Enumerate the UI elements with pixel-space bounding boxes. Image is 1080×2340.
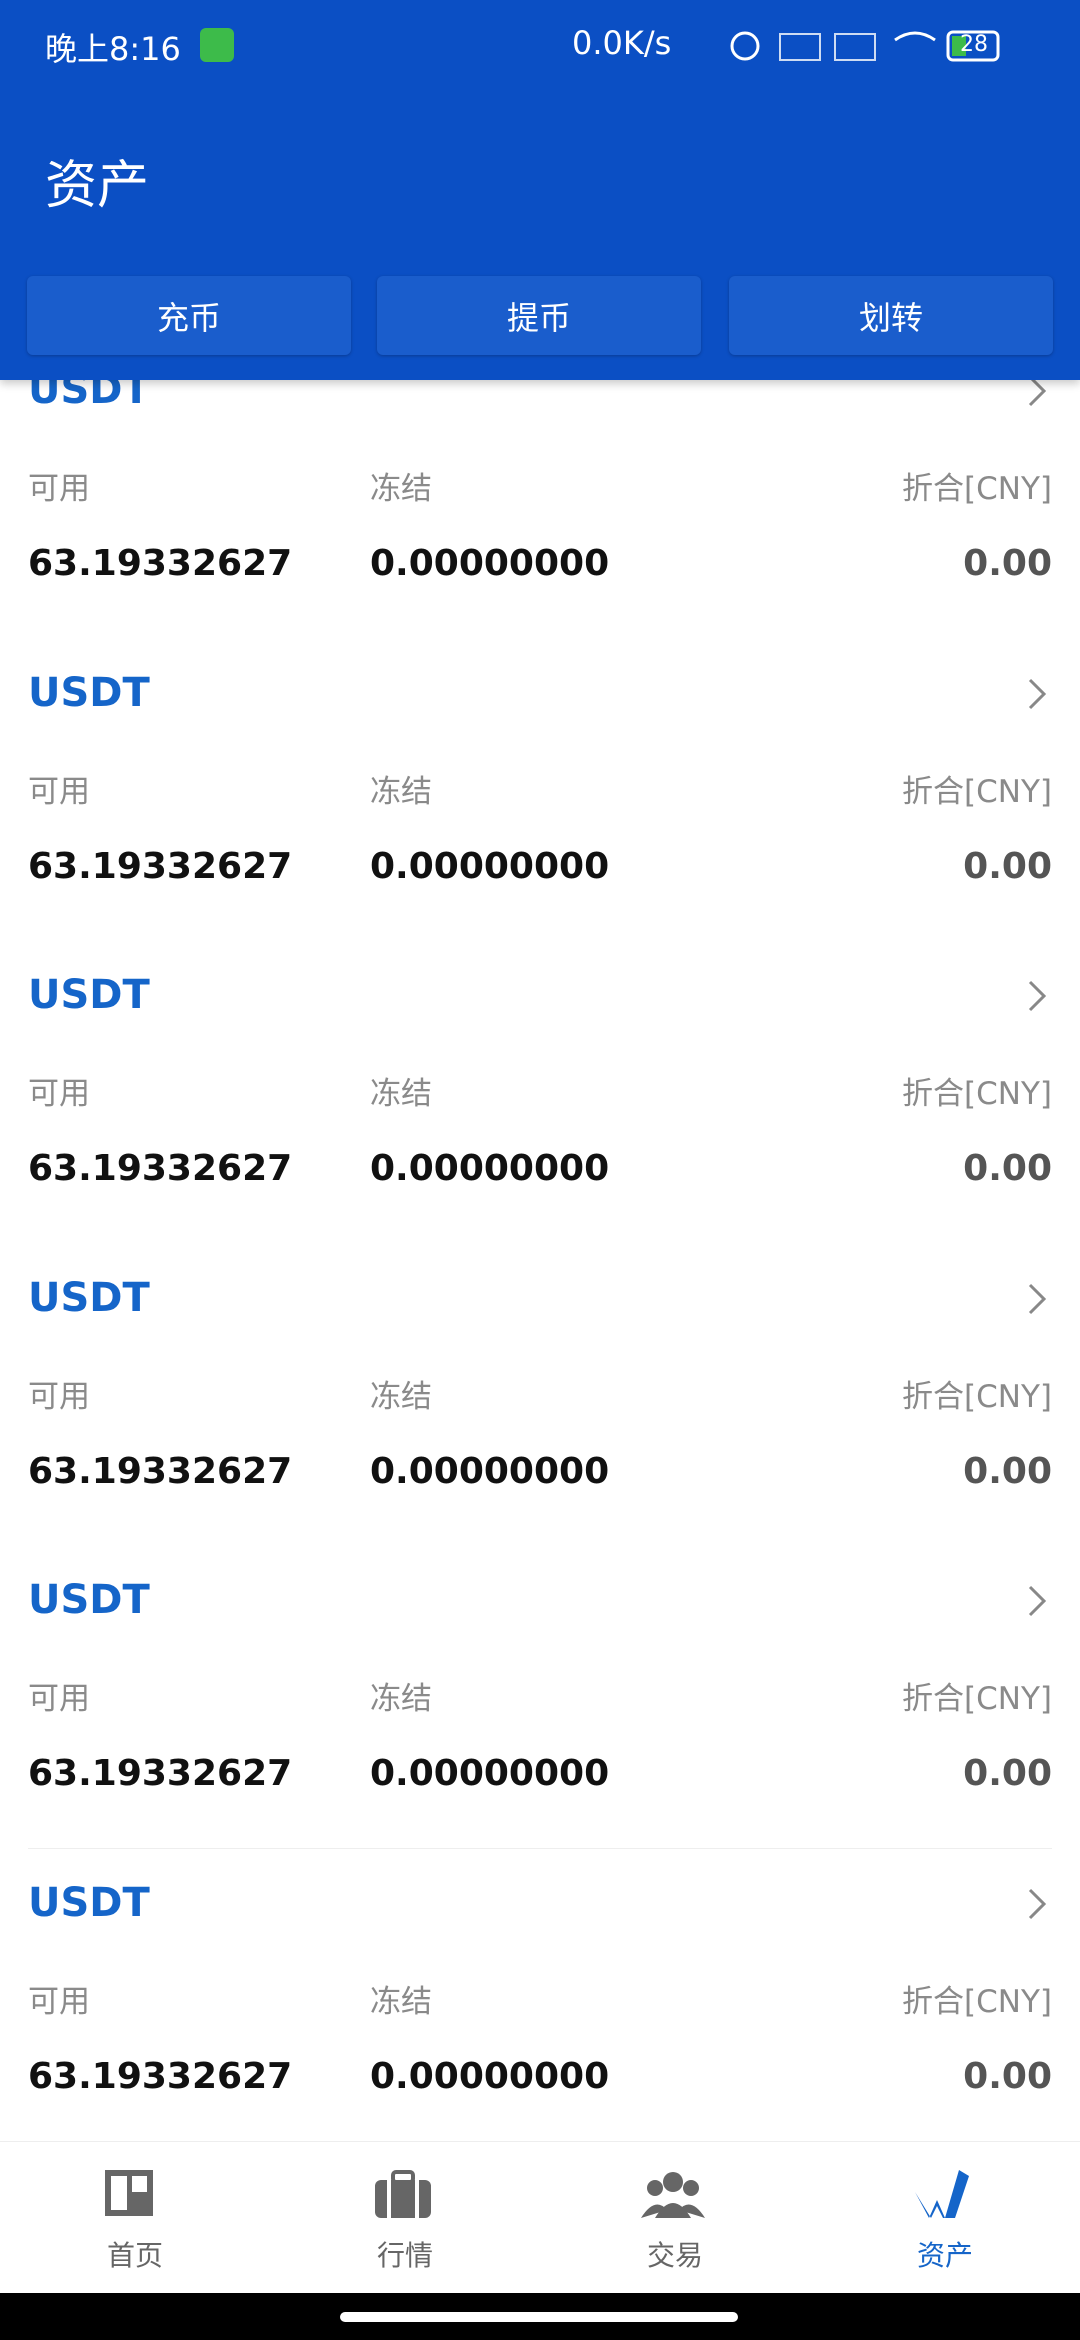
nav-icon xyxy=(375,2170,431,2218)
asset-name: USDT xyxy=(28,972,150,1019)
label: 可用 xyxy=(28,1681,90,1718)
nav-icon xyxy=(105,2170,153,2216)
app-icon xyxy=(200,28,234,62)
label: 折合[CNY] xyxy=(902,1984,1052,2020)
home-indicator xyxy=(340,2312,738,2322)
label: 冻结 xyxy=(370,1378,432,1415)
net-speed: 0.0K/s xyxy=(572,24,672,62)
action-button[interactable]: 提币 xyxy=(377,276,701,355)
label: 折合[CNY] xyxy=(902,1378,1052,1415)
label: 可用 xyxy=(28,471,90,507)
chevron xyxy=(1028,678,1047,709)
label: 可用 xyxy=(28,1984,90,2020)
label: 可用 xyxy=(28,1076,90,1113)
available-value: 63.19332627 xyxy=(28,543,293,584)
action-button[interactable]: 划转 xyxy=(729,276,1053,355)
chevron xyxy=(1028,981,1047,1012)
label: 可用 xyxy=(28,773,90,810)
label: 折合[CNY] xyxy=(902,471,1052,507)
cny-value: 0.00 xyxy=(963,1148,1052,1190)
asset-row[interactable]: USDT 可用 冻结 折合[CNY] 63.19332627 0.00000000 0.00 xyxy=(0,1275,1080,1602)
asset-name: USDT xyxy=(28,1274,150,1321)
nav-label: 交易 xyxy=(646,2239,703,2272)
nav-label: 资产 xyxy=(916,2239,973,2272)
available-value: 63.19332627 xyxy=(28,1450,293,1492)
chevron xyxy=(1028,1586,1047,1617)
frozen-value: 0.00000000 xyxy=(370,845,610,887)
cny-value: 0.00 xyxy=(963,543,1052,584)
nav-label: 首页 xyxy=(106,2239,163,2272)
label: 折合[CNY] xyxy=(902,773,1052,810)
cny-value: 0.00 xyxy=(963,845,1052,887)
battery-level: 28 xyxy=(960,32,988,57)
asset-name: USDT xyxy=(28,1880,150,1926)
asset-row[interactable]: USDT 可用 冻结 折合[CNY] 63.19332627 0.00000000 0.00 xyxy=(0,972,1080,1299)
time: 晚上8:16 xyxy=(45,30,181,68)
chevron xyxy=(1028,375,1047,407)
available-value: 63.19332627 xyxy=(28,1148,293,1190)
nav-item[interactable]: 首页 xyxy=(0,2142,270,2294)
cny-value: 0.00 xyxy=(963,1450,1052,1492)
nav-item[interactable]: 行情 xyxy=(270,2142,540,2294)
asset-name: USDT xyxy=(28,669,150,716)
nav-item[interactable]: 交易 xyxy=(540,2142,810,2294)
nav-icon xyxy=(641,2172,705,2218)
label: 折合[CNY] xyxy=(902,1681,1052,1718)
chevron xyxy=(1028,1888,1047,1920)
frozen-value: 0.00000000 xyxy=(370,2056,610,2097)
asset-row[interactable]: USDT 可用 冻结 折合[CNY] 63.19332627 0.00000000 0.00 xyxy=(0,670,1080,997)
label: 冻结 xyxy=(370,1984,432,2020)
available-value: 63.19332627 xyxy=(28,1753,293,1795)
nav-icon xyxy=(915,2170,969,2218)
label: 可用 xyxy=(28,1378,90,1415)
label: 冻结 xyxy=(370,773,432,810)
bottom-nav: 首页 行情 交易 资产 xyxy=(0,2141,1080,2294)
label: 折合[CNY] xyxy=(902,1076,1052,1113)
cny-value: 0.00 xyxy=(963,2056,1052,2097)
available-value: 63.19332627 xyxy=(28,2056,293,2097)
cny-value: 0.00 xyxy=(963,1753,1052,1795)
page-title: 资产 xyxy=(45,156,150,216)
asset-row[interactable]: USDT 可用 冻结 折合[CNY] 63.19332627 0.00000000 0.00 xyxy=(0,1848,1080,2207)
status-icons xyxy=(730,30,1000,62)
frozen-value: 0.00000000 xyxy=(370,1148,610,1190)
frozen-value: 0.00000000 xyxy=(370,1450,610,1492)
available-value: 63.19332627 xyxy=(28,845,293,887)
frozen-value: 0.00000000 xyxy=(370,1753,610,1795)
label: 冻结 xyxy=(370,1681,432,1718)
label: 冻结 xyxy=(370,1076,432,1113)
asset-row[interactable]: USDT 可用 冻结 折合[CNY] 63.19332627 0.00000000 0.00 xyxy=(0,367,1080,694)
header: 晚上8:16 0.0K/s 28 资产 充币 提币 划转 xyxy=(0,0,1080,380)
asset-row[interactable]: USDT 可用 冻结 折合[CNY] 63.19332627 0.00000000 0.00 xyxy=(0,1577,1080,1904)
label: 冻结 xyxy=(370,471,432,507)
action-button[interactable]: 充币 xyxy=(27,276,351,355)
divider xyxy=(28,1848,1052,1849)
nav-label: 行情 xyxy=(376,2239,433,2272)
frozen-value: 0.00000000 xyxy=(370,543,610,584)
asset-name: USDT xyxy=(28,1577,150,1624)
chevron xyxy=(1028,1283,1047,1314)
nav-item[interactable]: 资产 xyxy=(810,2142,1080,2294)
